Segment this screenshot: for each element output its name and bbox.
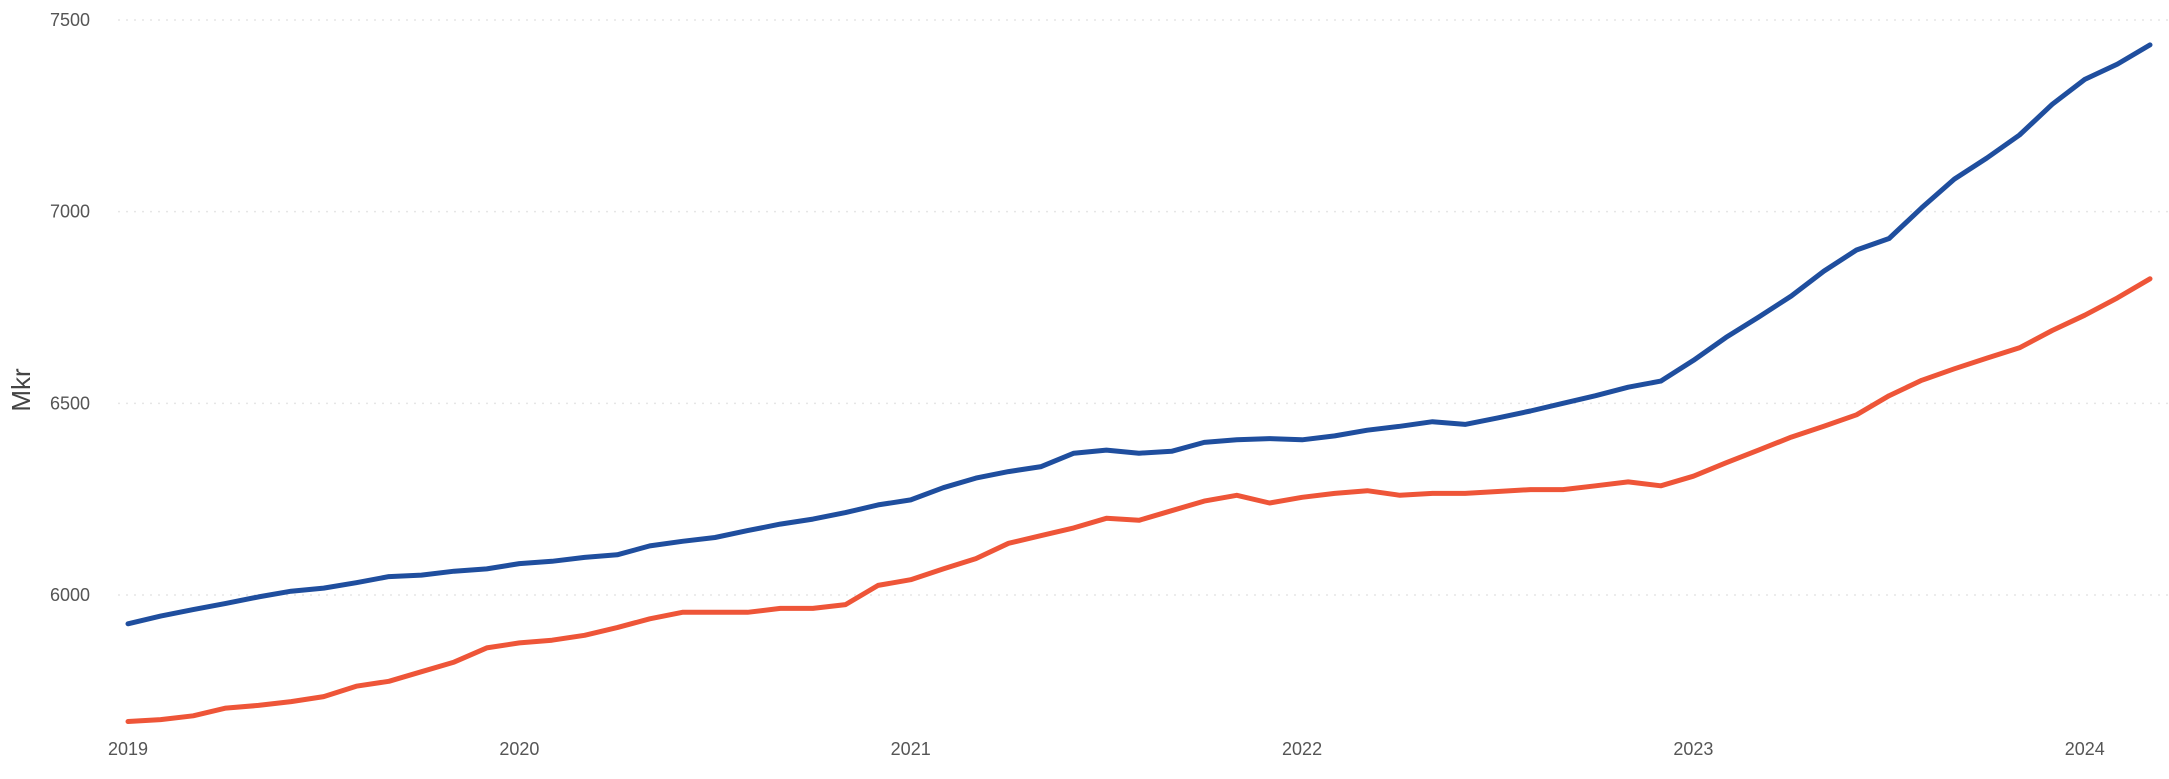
x-tick-label: 2021 bbox=[891, 739, 931, 759]
y-tick-label: 6500 bbox=[50, 393, 90, 413]
y-axis-title: Mkr bbox=[6, 368, 36, 412]
series-line-1 bbox=[125, 42, 2153, 627]
x-tick-label: 2019 bbox=[108, 739, 148, 759]
y-tick-label: 7500 bbox=[50, 10, 90, 30]
x-tick-label: 2022 bbox=[1282, 739, 1322, 759]
y-tick-label: 6000 bbox=[50, 585, 90, 605]
x-tick-label: 2024 bbox=[2065, 739, 2105, 759]
y-tick-label: 7000 bbox=[50, 202, 90, 222]
x-tick-label: 2020 bbox=[499, 739, 539, 759]
x-axis-ticks: 2019 2020 2021 2022 2023 2024 bbox=[108, 739, 2105, 759]
gridlines bbox=[118, 19, 2169, 596]
x-tick-label: 2023 bbox=[1673, 739, 1713, 759]
series-line-2 bbox=[125, 276, 2153, 724]
series-lines bbox=[125, 42, 2153, 724]
y-axis-ticks: 6000 6500 7000 7500 bbox=[50, 10, 90, 605]
